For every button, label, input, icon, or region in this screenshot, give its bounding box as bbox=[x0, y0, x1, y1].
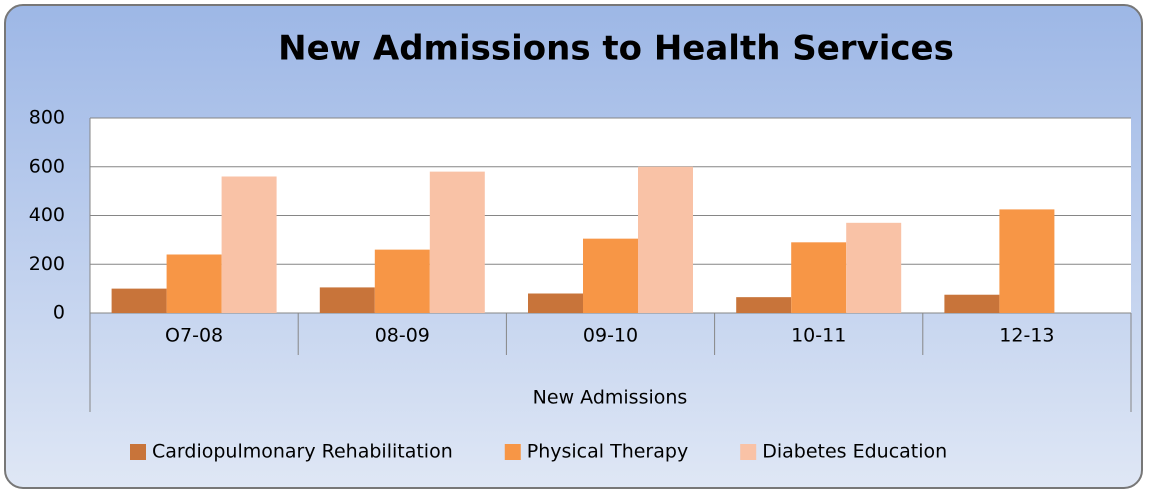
legend-label: Diabetes Education bbox=[762, 441, 947, 463]
legend-swatch bbox=[504, 444, 521, 460]
x-axis-label: New Admissions bbox=[533, 387, 688, 409]
bar bbox=[944, 294, 1000, 313]
bar bbox=[319, 287, 375, 313]
x-tick-label: O7-08 bbox=[165, 325, 223, 347]
y-tick-label: 400 bbox=[29, 204, 65, 226]
legend-label: Physical Therapy bbox=[527, 441, 688, 463]
legend-swatch bbox=[130, 444, 146, 460]
x-tick-label: 08-09 bbox=[375, 325, 430, 347]
y-tick-label: 200 bbox=[29, 253, 65, 275]
y-tick-label: 0 bbox=[53, 302, 65, 324]
bar bbox=[736, 297, 792, 313]
y-tick-label: 600 bbox=[29, 155, 65, 177]
bar bbox=[111, 288, 167, 313]
bar bbox=[583, 238, 638, 313]
bar bbox=[429, 171, 485, 313]
bar bbox=[999, 209, 1055, 313]
x-tick-label: 09-10 bbox=[583, 325, 638, 347]
bar bbox=[528, 293, 583, 313]
chart-title: New Admissions to Health Services bbox=[278, 29, 954, 69]
legend-label: Cardiopulmonary Rehabilitation bbox=[152, 441, 453, 463]
x-tick-label: 10-11 bbox=[791, 325, 846, 347]
bar bbox=[374, 249, 430, 313]
legend-swatch bbox=[740, 444, 757, 460]
bar bbox=[221, 176, 277, 313]
bar bbox=[166, 254, 222, 313]
x-tick-label: 12-13 bbox=[999, 325, 1054, 347]
bar bbox=[638, 166, 693, 313]
bar bbox=[791, 242, 847, 313]
bar bbox=[846, 222, 902, 313]
y-tick-label: 800 bbox=[29, 107, 65, 129]
